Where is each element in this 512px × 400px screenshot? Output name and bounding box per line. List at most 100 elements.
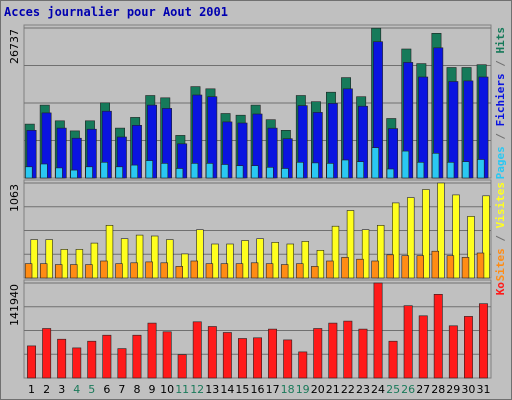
x-tick-label-day: 25 [386, 383, 400, 396]
bar-pages-day-19 [296, 162, 304, 179]
bar-ko-day-20 [313, 328, 323, 379]
y-axis-max-label: 1063 [8, 184, 21, 212]
bar-visites-day-2 [45, 239, 53, 279]
bar-visites-day-28 [437, 182, 445, 279]
bar-pages-day-22 [341, 159, 349, 179]
legend-entry: Hits [494, 27, 507, 54]
bar-pages-day-23 [356, 161, 364, 179]
bar-visites-day-15 [241, 240, 249, 279]
x-tick-label-day: 9 [149, 383, 156, 396]
x-tick-label-day: 6 [103, 383, 110, 396]
bar-visites-day-5 [90, 242, 99, 279]
bar-pages-day-30 [461, 161, 470, 179]
bar-sites-day-30 [461, 257, 470, 279]
x-axis-day-labels: 1 2 3 4 5 6 7 8 9 10 11 12 13 14 15 16 17 18 19 20 21 22 23 24 2… [28, 383, 491, 396]
bar-sites-day-31 [476, 252, 485, 279]
bar-pages-day-12 [190, 163, 199, 179]
bar-sites-day-18 [280, 264, 289, 279]
bar-ko-day-4 [72, 347, 82, 379]
bar-ko-day-5 [87, 340, 97, 379]
bar-sites-day-9 [145, 261, 153, 279]
bar-sites-day-4 [70, 264, 78, 279]
bar-sites-day-1 [24, 263, 33, 279]
x-tick-label-day: 1 [28, 383, 35, 396]
bar-pages-day-1 [25, 166, 33, 179]
bar-sites-day-11 [175, 266, 183, 279]
x-tick-label-day: 17 [266, 383, 280, 396]
bar-sites-day-7 [115, 263, 123, 279]
bar-pages-day-4 [70, 169, 78, 179]
bar-ko-day-7 [117, 348, 127, 379]
bar-ko-day-19 [298, 351, 308, 379]
chart-title: Acces journalier pour Aout 2001 [4, 5, 228, 19]
bar-pages-day-17 [266, 167, 274, 179]
bar-pages-day-10 [160, 163, 169, 179]
bar-ko-day-14 [222, 332, 232, 379]
bar-visites-day-18 [286, 243, 294, 279]
side-legend-top: Pages / Fichiers / Hits [494, 27, 507, 179]
legend-entry: Fichiers [494, 73, 507, 126]
bar-sites-day-21 [326, 260, 334, 279]
x-tick-label-day: 11 [175, 383, 189, 396]
bar-ko-day-27 [418, 315, 428, 379]
bar-ko-day-26 [403, 305, 413, 379]
bar-visites-day-30 [467, 216, 475, 279]
bar-sites-day-20 [311, 266, 319, 279]
bar-sites-day-6 [100, 260, 108, 279]
bar-pages-day-27 [416, 162, 425, 179]
bar-ko-day-18 [283, 339, 293, 379]
bar-ko-day-31 [478, 303, 488, 379]
bar-sites-day-17 [265, 263, 274, 279]
bar-pages-day-2 [40, 163, 48, 179]
bar-pages-day-29 [446, 162, 455, 179]
bar-visites-day-29 [452, 194, 460, 279]
bar-sites-day-19 [296, 263, 304, 279]
legend-entry: / [494, 126, 507, 146]
bar-sites-day-15 [235, 263, 244, 279]
bar-visites-day-8 [135, 234, 144, 279]
bar-pages-day-31 [477, 159, 485, 179]
x-tick-label-day: 28 [431, 383, 445, 396]
bar-visites-day-20 [316, 250, 325, 279]
bar-ko-day-2 [42, 328, 52, 379]
bar-visites-day-31 [482, 195, 490, 279]
bar-pages-day-5 [85, 166, 93, 179]
bar-ko-day-3 [57, 338, 67, 379]
side-legend-middle: Sites / Visites [494, 182, 507, 281]
bar-pages-day-3 [55, 167, 63, 179]
x-tick-label-day: 5 [88, 383, 95, 396]
bar-visites-day-24 [376, 225, 385, 279]
bar-ko-day-29 [448, 325, 458, 379]
y-axis-max-label: 26737 [8, 29, 21, 64]
bar-sites-day-5 [85, 264, 93, 279]
bar-ko-day-15 [238, 338, 247, 379]
x-tick-label-day: 3 [58, 383, 65, 396]
bar-sites-day-14 [220, 263, 229, 279]
bar-ko-day-11 [177, 354, 187, 379]
bar-pages-day-13 [205, 163, 214, 179]
bar-ko-day-22 [343, 320, 353, 379]
x-tick-label-day: 21 [326, 383, 340, 396]
bar-visites-day-10 [166, 239, 174, 279]
bar-visites-day-3 [60, 249, 69, 279]
bar-ko-day-9 [147, 322, 157, 379]
x-tick-label-day: 8 [134, 383, 141, 396]
chart-panels: 26737 Pages / Fichiers / Hits 1063 Sites / … [8, 24, 507, 379]
x-tick-label-day: 13 [205, 383, 219, 396]
bar-visites-day-22 [346, 210, 355, 279]
bar-visites-day-9 [151, 235, 159, 279]
bar-sites-day-13 [205, 263, 214, 279]
bar-pages-day-18 [281, 168, 289, 179]
bar-sites-day-25 [386, 254, 394, 279]
bar-sites-day-27 [416, 255, 424, 279]
bar-pages-day-14 [221, 164, 229, 179]
bar-sites-day-29 [446, 255, 455, 279]
bar-pages-day-26 [401, 150, 410, 179]
bar-visites-day-17 [271, 242, 279, 279]
x-tick-label-day: 4 [73, 383, 80, 396]
x-tick-label-day: 20 [311, 383, 325, 396]
bar-sites-day-2 [39, 263, 48, 279]
bar-ko-day-1 [27, 345, 36, 379]
x-tick-label-day: 29 [446, 383, 460, 396]
